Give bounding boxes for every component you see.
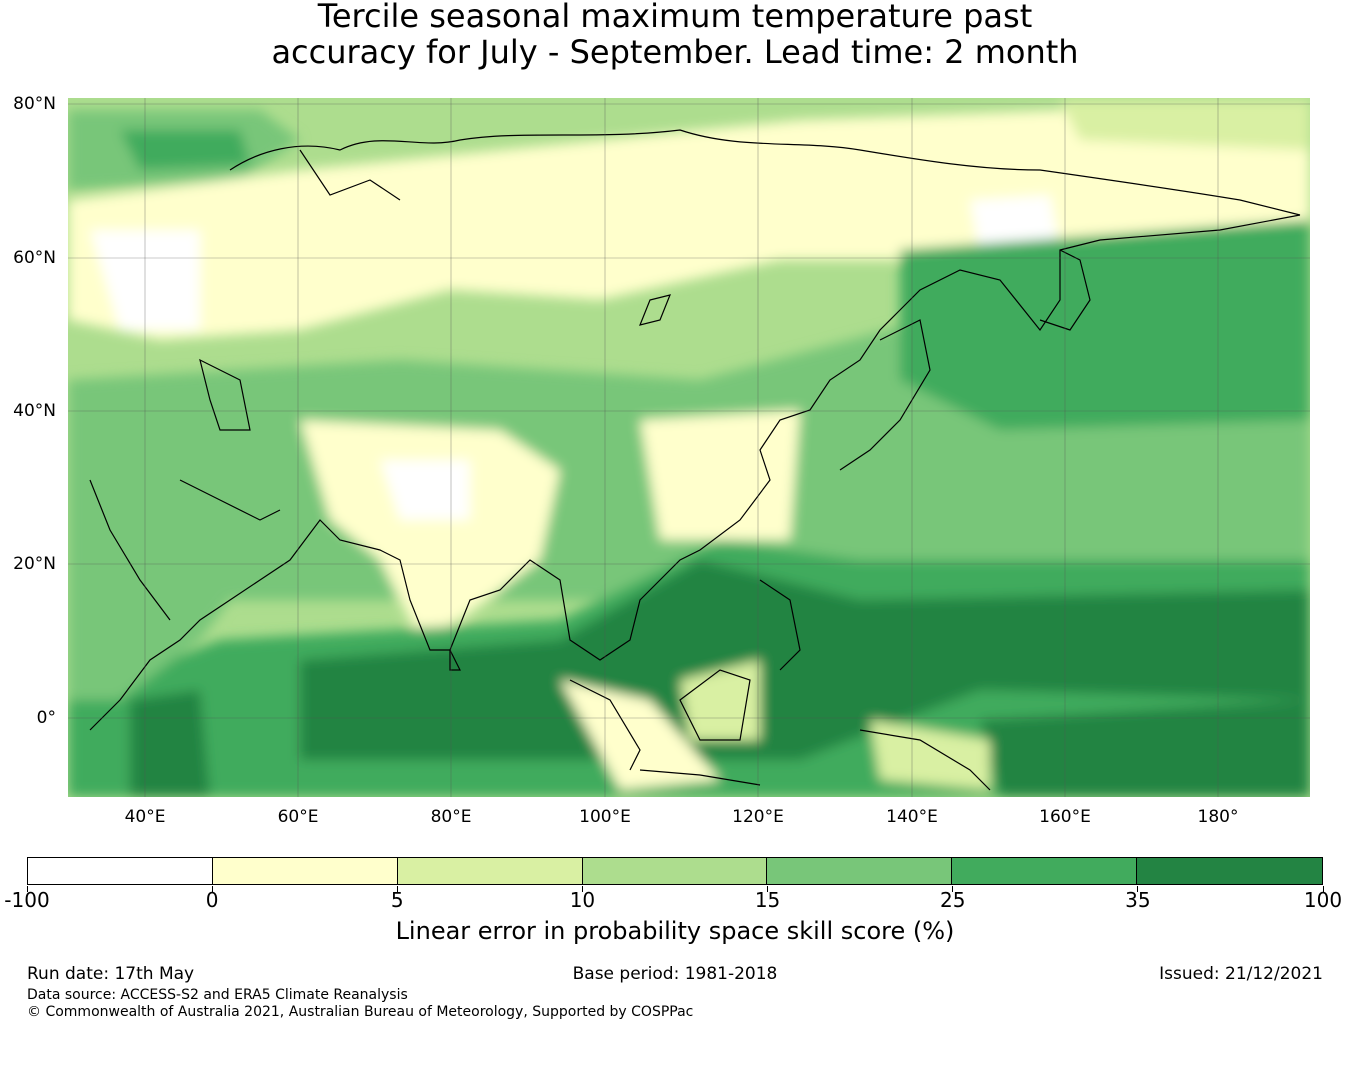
- skill-region-coral-sea: [980, 700, 1310, 797]
- colorbar-tick-mark: [1322, 886, 1324, 892]
- colorbar: [27, 857, 1323, 885]
- colorbar-segment: [767, 858, 953, 884]
- coastline-red-sea: [89, 479, 171, 621]
- data-source: Data source: ACCESS-S2 and ERA5 Climate …: [27, 987, 408, 1003]
- colorbar-tick-mark: [952, 886, 954, 892]
- lon-label-140e: 140°E: [886, 807, 938, 827]
- colorbar-tick-mark: [1137, 886, 1139, 892]
- colorbar-tick-mark: [396, 886, 398, 892]
- skill-region-indian-ocean: [300, 560, 1310, 760]
- coastline-yamal: [299, 149, 401, 201]
- colorbar-tick-label: 100: [1303, 888, 1343, 912]
- colorbar-segment: [952, 858, 1138, 884]
- coastline-asia-south: [89, 214, 1301, 731]
- skill-score-map: [68, 98, 1310, 797]
- coastline-arctic: [229, 129, 1301, 216]
- colorbar-tick-label: -100: [4, 888, 50, 912]
- copyright: © Commonwealth of Australia 2021, Austra…: [27, 1004, 694, 1020]
- colorbar-tick-label: 15: [754, 888, 781, 912]
- skill-region-africa: [68, 420, 260, 700]
- lon-label-120e: 120°E: [732, 807, 784, 827]
- lat-label-40n: 40°N: [13, 401, 56, 421]
- skill-region-arctic-east: [1060, 100, 1310, 150]
- lon-label-100e: 100°E: [579, 807, 631, 827]
- run-date: Run date: 17th May: [27, 964, 195, 984]
- skill-region-sumatra: [560, 680, 720, 790]
- coastline-persian-gulf: [179, 479, 281, 521]
- colorbar-segment: [1137, 858, 1323, 884]
- coastline-philippines: [759, 579, 801, 671]
- coastline-kamchatka: [1039, 249, 1091, 331]
- lon-label-160e: 160°E: [1039, 807, 1091, 827]
- map-title-line-2: accuracy for July - September. Lead time…: [271, 33, 1079, 71]
- skill-field: [68, 98, 1310, 797]
- coastlines: [89, 129, 1301, 791]
- lon-label-40e: 40°E: [124, 807, 166, 827]
- colorbar-tick-label: 5: [390, 888, 404, 912]
- skill-region-china: [640, 410, 800, 540]
- colorbar-tick-mark: [211, 886, 213, 892]
- colorbar-segment: [397, 858, 583, 884]
- base-period: Base period: 1981-2018: [572, 964, 778, 984]
- lon-label-180: 180°: [1197, 807, 1239, 827]
- skill-region-india: [300, 420, 560, 640]
- colorbar-label: Linear error in probability space skill …: [395, 917, 955, 945]
- issued-date: Issued: 21/12/2021: [1159, 964, 1323, 984]
- skill-region-siberia: [68, 110, 1310, 340]
- coastline-caspian: [199, 358, 251, 431]
- colorbar-tick-mark: [767, 886, 769, 892]
- coastline-borneo: [679, 669, 751, 741]
- skill-region-north-pacific: [900, 220, 1310, 430]
- skill-region-east-africa: [130, 690, 210, 797]
- lat-label-20n: 20°N: [13, 554, 56, 574]
- coastline-sumatra: [569, 679, 641, 771]
- map-panel: 80°N 60°N 40°N 20°N 0° 40°E 60°E 80°E 10…: [13, 94, 1310, 827]
- graticule: [68, 98, 1310, 797]
- lon-label-80e: 80°E: [430, 807, 472, 827]
- skill-region-new-guinea: [870, 720, 990, 790]
- lat-label-0: 0°: [36, 708, 56, 728]
- colorbar-tick-mark: [581, 886, 583, 892]
- colorbar-tick-mark: [26, 886, 28, 892]
- coastline-java: [639, 769, 761, 786]
- lat-label-80n: 80°N: [13, 94, 56, 114]
- skill-region-borneo: [680, 660, 760, 740]
- map-title-line-1: Tercile seasonal maximum temperature pas…: [317, 0, 1033, 35]
- colorbar-tick-label: 10: [569, 888, 596, 912]
- colorbar-tick-label: 25: [939, 888, 966, 912]
- coastline-sri-lanka: [449, 649, 461, 671]
- colorbar-tick-label: 0: [205, 888, 219, 912]
- colorbar-segment: [28, 858, 213, 884]
- lon-label-60e: 60°E: [277, 807, 319, 827]
- colorbar-tick-label: 35: [1125, 888, 1151, 912]
- lat-label-60n: 60°N: [13, 248, 56, 268]
- colorbar-segment: [212, 858, 398, 884]
- coastline-japan: [839, 319, 931, 471]
- colorbar-segment: [582, 858, 768, 884]
- coastline-new-guinea: [859, 729, 991, 791]
- coastline-lake-baikal: [639, 294, 671, 326]
- skill-region-barents-core: [120, 130, 250, 170]
- skill-region-tibet-white: [380, 460, 470, 520]
